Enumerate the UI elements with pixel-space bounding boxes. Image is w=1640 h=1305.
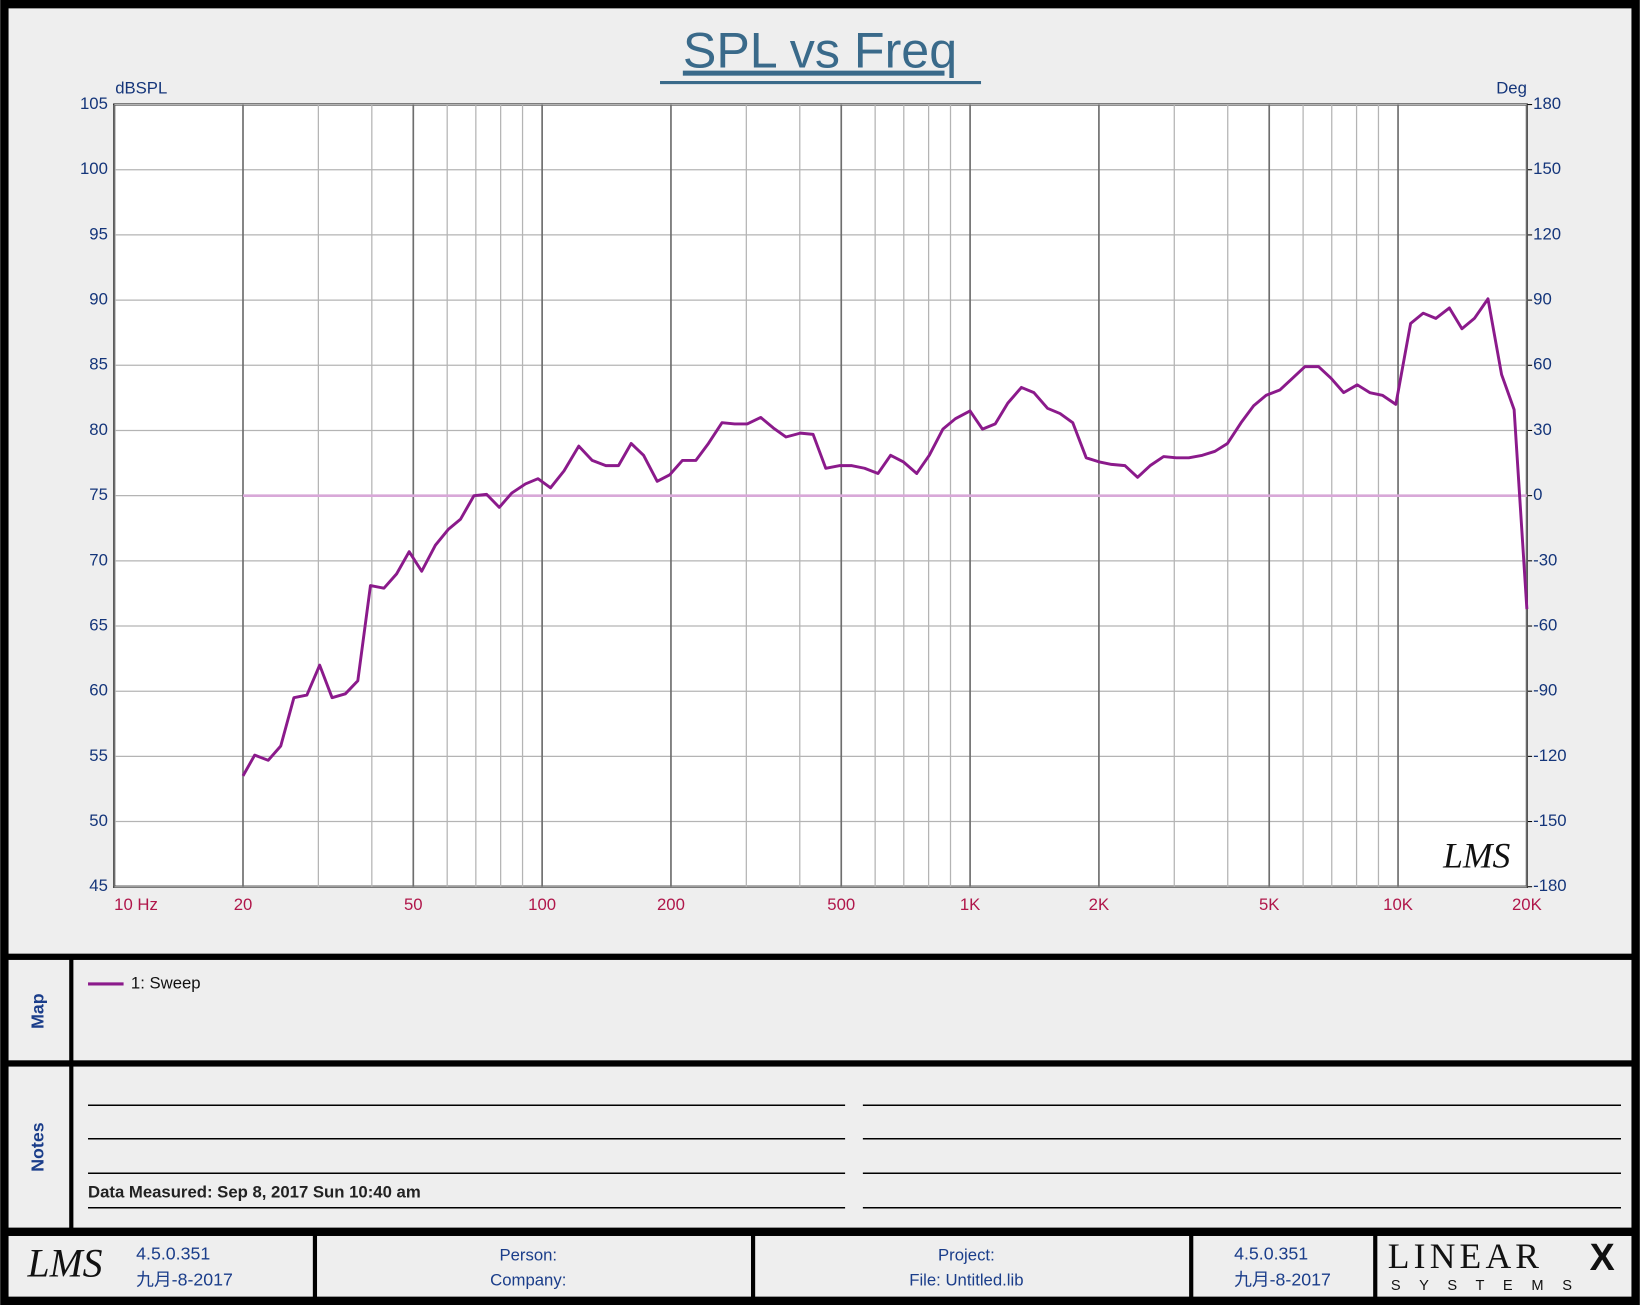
divider [4,1227,1636,1236]
y2-tick-label: 120 [1533,224,1561,243]
x-tick-label: 20K [1512,895,1542,914]
date: 九月-8-2017 [136,1270,233,1290]
y-tick-label: 50 [89,811,108,830]
file: File: Untitled.lib [909,1270,1023,1289]
y2-tick-label: -90 [1533,681,1557,700]
company: Company: [490,1270,566,1289]
notes-lines [88,1104,1621,1209]
chart-title: SPL vs Freq [683,23,957,79]
y-tick-label: 60 [89,681,108,700]
brand-sub: S Y S T E M S [1391,1278,1579,1294]
x-tick-label: 2K [1089,895,1109,914]
y-tick-label: 90 [89,290,108,309]
series-line [241,297,1529,777]
y2-tick-label: -120 [1533,746,1566,765]
x-tick-label: 10 Hz [114,895,158,914]
version: 4.5.0.351 [136,1243,210,1263]
y2-tick-label: -60 [1533,615,1557,634]
y-tick-label: 80 [89,420,108,439]
x-tick-label: 1K [960,895,980,914]
y2-tick-label: 180 [1533,94,1561,113]
y-tick-label: 70 [89,550,108,569]
person: Person: [499,1245,557,1264]
divider [4,953,1636,960]
y2-tick-label: 90 [1533,290,1552,309]
brand-x: X [1590,1236,1615,1278]
divider [4,1060,1636,1067]
y2-tick-label: -30 [1533,550,1557,569]
footer-logo: LMS [27,1241,103,1285]
y2-tick-label: 30 [1533,420,1552,439]
x-tick-label: 100 [528,895,556,914]
notes-label: Notes [28,1122,48,1171]
y2-tick-label: -150 [1533,811,1566,830]
y-tick-label: 95 [89,224,108,243]
y-tick-label: 85 [89,355,108,374]
y2-tick-label: -180 [1533,876,1566,895]
version: 4.5.0.351 [1234,1243,1308,1263]
x-tick-label: 5K [1259,895,1279,914]
y-axis-label: dBSPL [115,78,167,97]
watermark: LMS [1442,836,1510,876]
x-tick-label: 50 [404,895,423,914]
y-tick-label: 55 [89,746,108,765]
divider [69,957,74,1230]
y2-axis-label: Deg [1496,78,1527,97]
y2-tick-label: 150 [1533,159,1561,178]
x-tick-label: 10K [1383,895,1413,914]
map-label: Map [28,993,48,1029]
measured-date: Data Measured: Sep 8, 2017 Sun 10:40 am [88,1183,421,1202]
project: Project: [938,1245,995,1264]
y-tick-label: 65 [89,615,108,634]
y-tick-label: 45 [89,876,108,895]
brand: LINEAR [1388,1236,1543,1276]
x-tick-label: 20 [234,895,253,914]
x-tick-label: 500 [827,895,855,914]
x-tick-label: 200 [657,895,685,914]
y-tick-label: 100 [80,159,108,178]
y-tick-label: 75 [89,485,108,504]
date: 九月-8-2017 [1234,1270,1331,1290]
y2-tick-label: 60 [1533,355,1552,374]
y-tick-label: 105 [80,94,108,113]
legend-label: 1: Sweep [131,973,201,992]
footer-cells [312,1233,1378,1299]
y2-tick-label: 0 [1533,485,1542,504]
